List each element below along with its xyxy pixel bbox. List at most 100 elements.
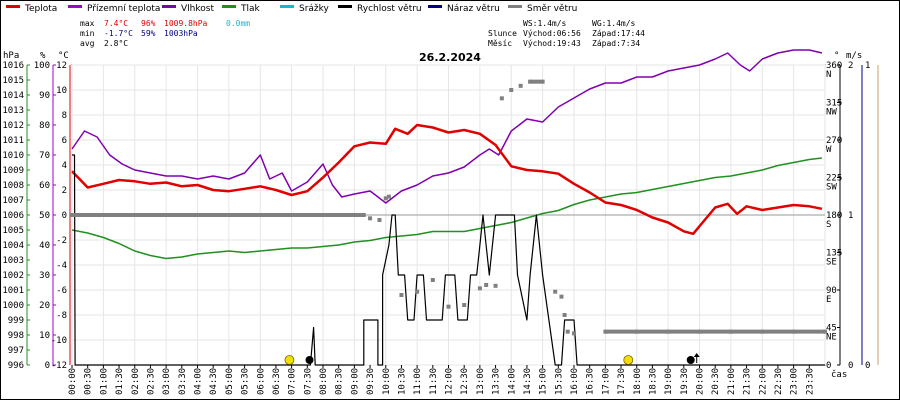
tick-pct: 30 (39, 271, 50, 281)
tick-ms2: 0 (865, 361, 870, 371)
tick-pct: 20 (39, 301, 50, 311)
smer-point (499, 96, 504, 101)
tick-hpa: 1009 (2, 166, 24, 176)
tick-x: 21:30 (743, 368, 753, 395)
legend-label-rychlost: Rychlost větru (357, 4, 422, 14)
legend-label-smer: Směr větru (527, 4, 577, 14)
tick-ms: 0 (848, 361, 853, 371)
astro-info: WS:1.4m/s WG:1.4m/s Slunce Východ:06:56 … (488, 19, 645, 48)
tick-hpa: 998 (8, 331, 24, 341)
sun-rise-icon (284, 355, 295, 365)
stats-max-press: 1009.8hPa (164, 19, 208, 28)
tick-c: 10 (56, 86, 67, 96)
sun-set-icon (623, 355, 634, 365)
tick-dir: SW (826, 183, 837, 193)
tick-dir: NE (826, 333, 837, 343)
tick-pct: 90 (39, 91, 50, 101)
legend-swatch-vlhkost (162, 5, 176, 8)
tick-c: 0 (62, 211, 67, 221)
legend-swatch-rychlost (338, 5, 352, 8)
tick-x: 14:00 (507, 368, 517, 395)
tick-x: 09:00 (350, 368, 360, 395)
tick-deg: 315 (826, 99, 842, 109)
smer-point (559, 294, 564, 299)
smer-point (553, 289, 558, 294)
tick-x: 14:30 (523, 368, 533, 395)
tick-c: 4 (62, 161, 67, 171)
tick-c: -4 (56, 261, 67, 271)
legend-label-srazky: Srážky (299, 4, 330, 14)
moon-rise-arrowhead-icon (693, 353, 700, 357)
tick-deg: 135 (826, 249, 842, 259)
tick-x: 08:00 (319, 368, 329, 395)
tick-c: -12 (51, 361, 67, 371)
stats-max-label: max (80, 19, 95, 28)
tick-hpa: 997 (8, 346, 24, 356)
stats-max-temp: 7.4°C (104, 19, 128, 28)
tick-deg: 90 (826, 286, 837, 296)
tick-pct: 0 (45, 361, 50, 371)
legend-label-tlak: Tlak (240, 4, 261, 14)
tick-x: 23:30 (805, 368, 815, 395)
legend-label-vlhkost: Vlhkost (181, 4, 214, 14)
tick-x: 11:00 (413, 368, 423, 395)
tick-x: 18:00 (633, 368, 643, 395)
tick-hpa: 996 (8, 361, 24, 371)
tick-deg: 225 (826, 174, 842, 184)
tick-x: 16:00 (570, 368, 580, 395)
tick-x: 04:30 (209, 368, 219, 395)
moon-set-icon (305, 356, 314, 364)
tick-x: 03:30 (178, 368, 188, 395)
smer-point (383, 196, 388, 201)
tick-hpa: 999 (8, 316, 24, 326)
tick-ms: 1 (848, 211, 853, 221)
tick-x: 02:30 (146, 368, 156, 395)
tick-x: 12:30 (460, 368, 470, 395)
axes: 1016101510141013101210111010100910081007… (2, 61, 879, 395)
legend-label-naraz: Náraz větru (447, 4, 500, 14)
tick-x: 18:30 (648, 368, 658, 395)
axis-title-c: °C (58, 51, 69, 61)
stats-min-press: 1003hPa (164, 29, 198, 38)
info-mesic-label: Měsíc (488, 39, 512, 48)
tick-hpa: 1010 (2, 151, 24, 161)
info-slunce-label: Slunce (488, 29, 517, 38)
moon-rise-icon (686, 356, 695, 364)
tick-pct: 40 (39, 241, 50, 251)
tick-x: 10:30 (397, 368, 407, 395)
tick-x: 00:00 (68, 368, 78, 395)
legend-swatch-smer (508, 5, 522, 8)
tick-hpa: 1003 (2, 256, 24, 266)
tick-ms2: 1 (865, 61, 870, 71)
tick-x: 15:00 (539, 368, 549, 395)
tick-hpa: 1000 (2, 301, 24, 311)
smer-point (493, 283, 498, 288)
stats-avg-temp: 2.8°C (104, 39, 128, 48)
tick-dir: W (826, 145, 832, 155)
tick-hpa: 1007 (2, 196, 24, 206)
tick-dir: N (826, 70, 831, 80)
tick-c: 8 (62, 111, 67, 121)
tick-deg: 0 (826, 361, 831, 371)
series-vlhkost (71, 49, 823, 204)
legend-swatch-srazky (280, 5, 294, 8)
tick-hpa: 1004 (2, 241, 24, 251)
tick-x: 11:30 (429, 368, 439, 395)
tick-pct: 10 (39, 331, 50, 341)
tick-x: 22:00 (758, 368, 768, 395)
tick-hpa: 1013 (2, 106, 24, 116)
tick-hpa: 1008 (2, 181, 24, 191)
tick-x: 15:30 (554, 368, 564, 395)
tick-x: 04:00 (194, 368, 204, 395)
axis-title-ms: m/s (846, 51, 862, 61)
smer-point (509, 88, 514, 92)
legend-label-prizemni: Přízemní teplota (87, 4, 160, 14)
smer-point (415, 289, 420, 294)
tick-x: 07:00 (288, 368, 298, 395)
tick-x: 23:00 (790, 368, 800, 395)
tick-pct: 60 (39, 181, 50, 191)
stats-min-label: min (80, 29, 95, 38)
stats-block: max 7.4°C 96% 1009.8hPa 0.0mm min -1.7°C… (80, 19, 250, 48)
stats-min-hum: 59% (141, 29, 156, 38)
axis-title-deg: ° (834, 51, 839, 61)
